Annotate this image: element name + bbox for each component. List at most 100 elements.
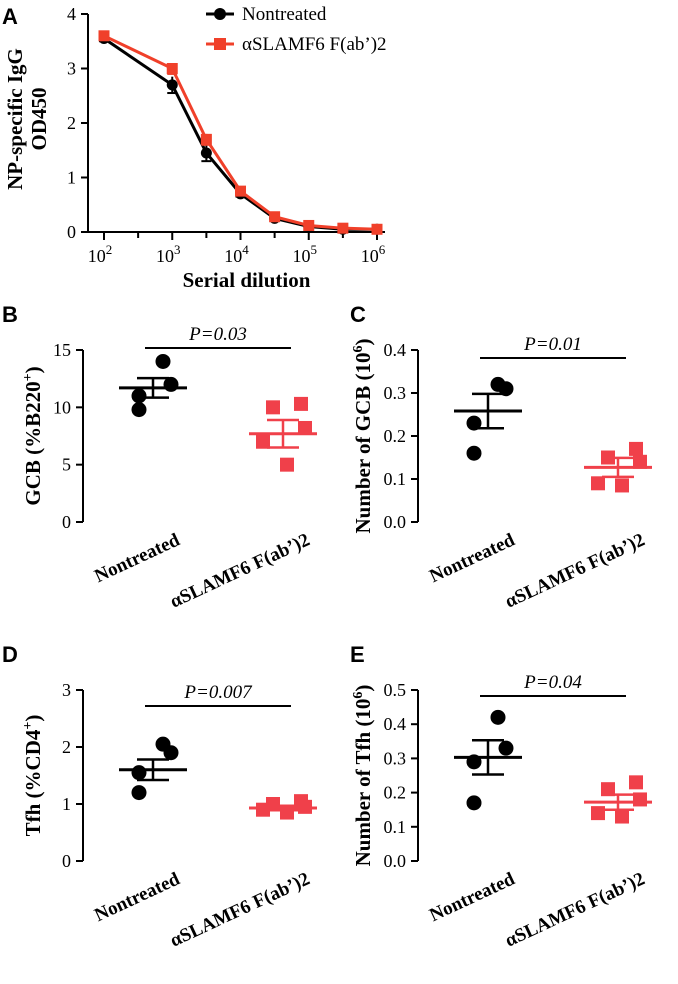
- x-tick-label: 102: [88, 242, 113, 266]
- y-axis-title-part: ): [21, 366, 45, 373]
- y-tick-label: 0.0: [384, 512, 407, 532]
- x-tick-label: 105: [293, 242, 318, 266]
- series-aslamf6: [98, 30, 383, 235]
- data-point: [131, 402, 147, 418]
- y-axis-title-line2: OD450: [27, 88, 51, 151]
- data-point: [256, 434, 270, 449]
- group-nontreated: [454, 376, 522, 461]
- p-value: P=0.04: [523, 672, 582, 693]
- category-label: αSLAMF6 F(ab’)2: [502, 529, 648, 612]
- y-tick-label: 4: [67, 4, 76, 24]
- data-point: [163, 745, 179, 761]
- p-value: P=0.03: [188, 324, 247, 345]
- y-tick-label: 0.3: [384, 748, 407, 768]
- x-tick-exp: 5: [311, 242, 318, 257]
- data-point: [294, 396, 308, 411]
- y-axis-title: GCB (%B220+): [21, 366, 45, 505]
- data-point: [200, 133, 212, 145]
- data-point: [303, 219, 315, 231]
- panel-d: D 0 1 2 3 Tfh (%CD4+) P=0.007 NontreatedαSLAMF6…: [2, 642, 317, 952]
- y-axis-title-sup: +: [21, 722, 36, 730]
- y-tick-label: 15: [53, 340, 71, 360]
- data-point: [155, 353, 171, 369]
- y-tick-label: 0.4: [384, 340, 407, 360]
- data-point: [200, 147, 212, 159]
- y-axis-title-sup: +: [21, 373, 36, 381]
- y-axis-title-part: Number of Tfh (10: [351, 699, 375, 867]
- y-tick-label: 0: [67, 222, 76, 242]
- data-point: [266, 400, 280, 415]
- data-point: [629, 775, 643, 790]
- data-point: [256, 802, 270, 817]
- category-label: Nontreated: [91, 529, 183, 587]
- y-axis-title-part: ): [351, 338, 375, 345]
- x-tick-exp: 2: [106, 242, 113, 257]
- y-axis-title-sup: 6: [351, 345, 366, 352]
- p-value: P=0.007: [183, 682, 253, 703]
- data-point: [466, 415, 482, 431]
- y-axis-title-part: GCB (%B220: [21, 381, 45, 505]
- panel-c: C 0.0 0.1 0.2 0.3 0.4 Number of GCB (106) P=0.0…: [350, 302, 652, 613]
- x-tick-base: 10: [88, 246, 106, 266]
- y-axis-title-part: ): [351, 685, 375, 692]
- x-tick-exp: 4: [242, 242, 249, 257]
- series-line: [103, 37, 377, 231]
- panel-b: B 0 5 10 15 GCB (%B220+) P=0.03 NontreatedαSLAM…: [2, 302, 317, 613]
- y-axis-title-part: ): [21, 715, 45, 722]
- data-point: [269, 211, 281, 223]
- x-tick-base: 10: [293, 246, 311, 266]
- y-tick-label: 2: [67, 113, 76, 133]
- legend: Nontreated αSLAMF6 F(ab’)2: [206, 4, 387, 55]
- data-point: [591, 476, 605, 491]
- x-tick-label: 103: [156, 242, 181, 266]
- y-tick-label: 1: [67, 168, 76, 188]
- x-axis-title: Serial dilution: [183, 268, 311, 292]
- data-point: [591, 806, 605, 821]
- group-nontreated: [119, 736, 187, 801]
- y-tick-label: 0.1: [384, 469, 407, 489]
- category-label: Nontreated: [426, 868, 518, 926]
- y-tick-label: 0.1: [384, 817, 407, 837]
- group-aslamf6: [584, 441, 652, 493]
- series-line: [103, 34, 378, 231]
- y-axis-title: Tfh (%CD4+): [21, 715, 45, 837]
- x-tick-label: 104: [224, 242, 249, 266]
- category-label: Nontreated: [426, 529, 518, 587]
- x-tick-base: 10: [224, 246, 242, 266]
- category-label: αSLAMF6 F(ab’)2: [167, 868, 313, 951]
- y-tick-label: 0: [62, 851, 71, 871]
- data-point: [498, 381, 514, 397]
- y-tick-label: 0.4: [384, 714, 407, 734]
- y-axis-title: Number of GCB (106): [351, 338, 375, 533]
- y-tick-label: 3: [67, 59, 76, 79]
- data-point: [166, 79, 178, 91]
- legend-label: αSLAMF6 F(ab’)2: [242, 34, 387, 55]
- y-tick-label: 3: [62, 680, 71, 700]
- data-point: [629, 441, 643, 456]
- panel-label-d: D: [2, 642, 18, 667]
- data-point: [490, 709, 506, 725]
- group-aslamf6: [249, 794, 317, 820]
- data-point: [615, 478, 629, 493]
- panel-label-e: E: [350, 642, 365, 667]
- data-point: [131, 765, 147, 781]
- category-label: αSLAMF6 F(ab’)2: [502, 868, 648, 951]
- group-aslamf6: [249, 396, 317, 472]
- y-axis-title-line1: NP-specific IgG: [3, 48, 27, 190]
- group-aslamf6: [584, 775, 652, 824]
- data-point: [466, 445, 482, 461]
- x-tick-base: 10: [361, 246, 379, 266]
- data-point: [166, 63, 178, 74]
- y-tick-label: 0.2: [384, 426, 407, 446]
- legend-marker: [214, 38, 226, 50]
- panel-label-b: B: [2, 302, 18, 327]
- y-tick-label: 0: [62, 512, 71, 532]
- data-point: [131, 785, 147, 801]
- y-tick-label: 0.0: [384, 851, 407, 871]
- panel-e: E 0.0 0.1 0.2 0.3 0.4 0.5 Number of Tfh (106) P=…: [350, 642, 652, 952]
- panel-label-a: A: [2, 4, 18, 29]
- y-tick-label: 2: [62, 737, 71, 757]
- y-tick-label: 0.3: [384, 383, 407, 403]
